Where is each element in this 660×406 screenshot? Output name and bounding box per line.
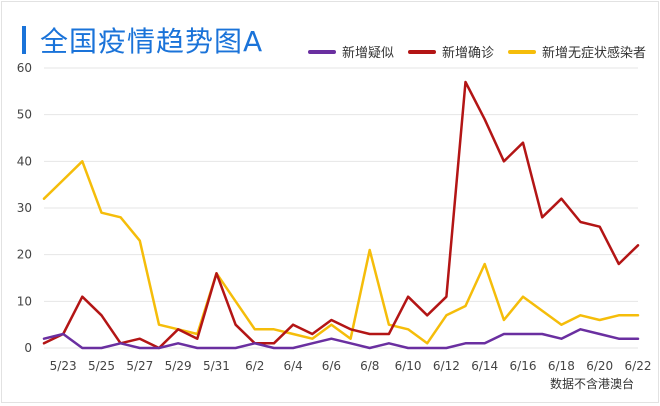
series-line-3 (42, 160, 640, 345)
x-tick-label: 6/12 (433, 359, 460, 373)
chart-title: 全国疫情趋势图A (40, 25, 264, 58)
series-line-1 (42, 328, 640, 350)
data-source-note: 数据不含港澳台 (549, 377, 634, 391)
y-tick-label: 0 (24, 341, 32, 355)
x-tick-label: 6/8 (360, 359, 379, 373)
legend-item: 新增疑似 (308, 42, 394, 61)
y-tick-label: 50 (17, 108, 32, 122)
y-tick-label: 20 (17, 248, 32, 262)
x-tick-label: 6/2 (245, 359, 264, 373)
x-tick-label: 6/16 (510, 359, 537, 373)
legend-swatch (308, 49, 336, 54)
legend-swatch (408, 49, 437, 54)
chart-title-wrap: 全国疫情趋势图A (22, 20, 263, 60)
y-tick-label: 60 (17, 61, 32, 75)
title-accent-bar (22, 26, 26, 54)
x-tick-label: 5/27 (126, 359, 153, 373)
x-tick-label: 6/22 (625, 359, 652, 373)
x-tick-label: 6/20 (586, 359, 613, 373)
x-tick-label: 6/10 (395, 359, 422, 373)
x-tick-label: 5/29 (165, 359, 192, 373)
legend-label: 新增疑似 (342, 46, 395, 61)
y-tick-label: 30 (17, 201, 32, 215)
legend-item: 新增确诊 (408, 42, 494, 61)
legend-label: 新增确诊 (442, 46, 495, 61)
series-line-2 (42, 80, 640, 350)
chart-legend: 新增疑似 新增确诊 新增无症状感染者 (308, 42, 660, 61)
y-tick-label: 40 (17, 154, 32, 168)
x-tick-label: 6/18 (548, 359, 575, 373)
legend-item: 新增无症状感染者 (508, 42, 646, 61)
x-tick-label: 6/6 (322, 359, 341, 373)
x-tick-label: 5/31 (203, 359, 230, 373)
x-tick-label: 5/25 (88, 359, 115, 373)
x-tick-label: 6/4 (283, 359, 302, 373)
x-tick-label: 6/14 (471, 359, 498, 373)
y-tick-label: 10 (17, 294, 32, 308)
x-tick-label: 5/23 (50, 359, 77, 373)
legend-label: 新增无症状感染者 (542, 46, 647, 61)
legend-swatch (508, 49, 537, 54)
